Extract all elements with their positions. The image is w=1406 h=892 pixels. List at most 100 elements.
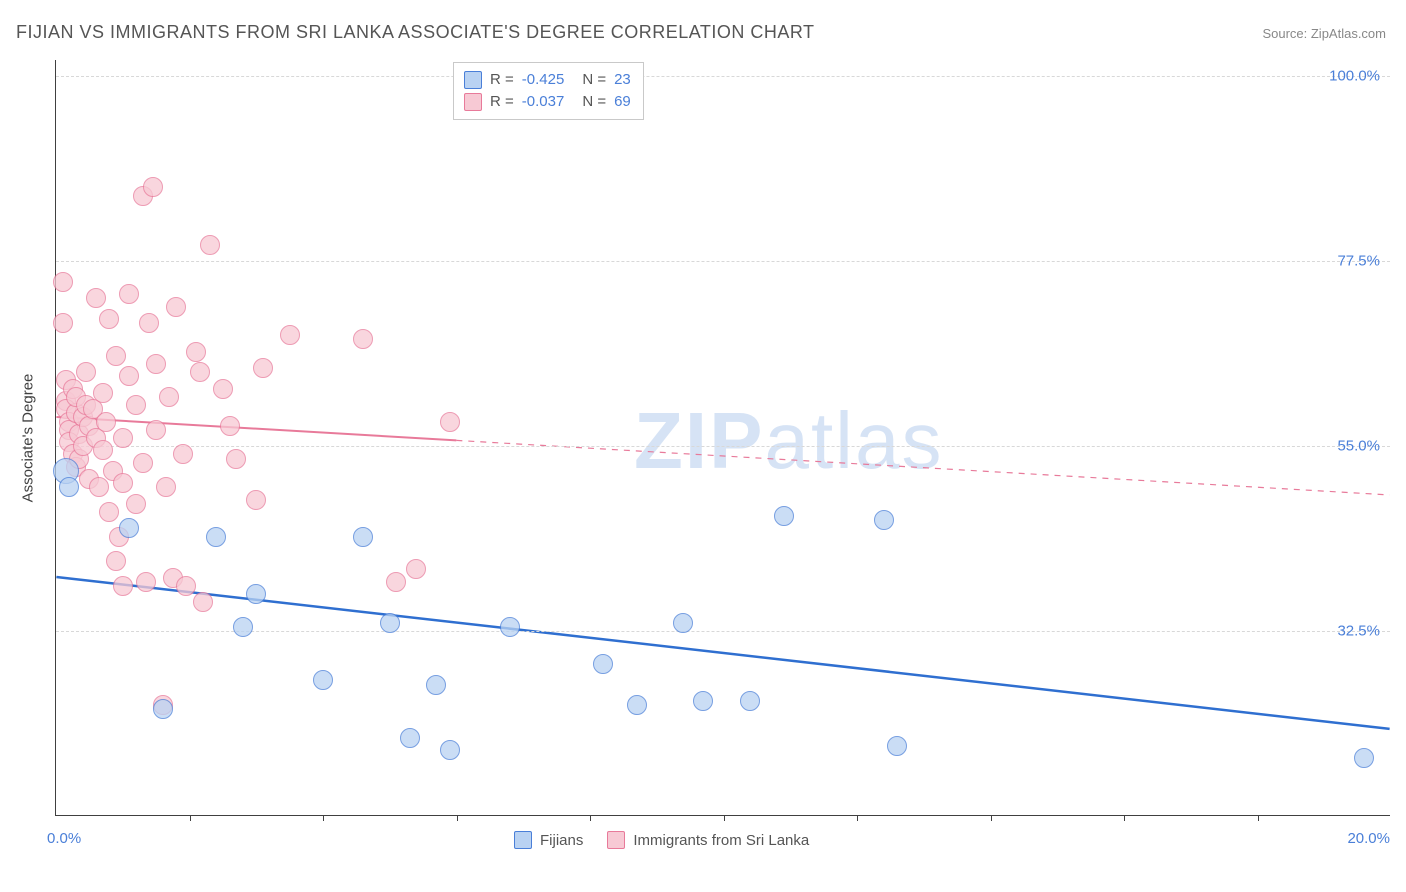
legend-item-fijians: Fijians xyxy=(514,831,583,849)
legend-series: Fijians Immigrants from Sri Lanka xyxy=(514,831,809,849)
data-point-srilanka xyxy=(159,387,179,407)
data-point-srilanka xyxy=(93,383,113,403)
data-point-srilanka xyxy=(186,342,206,362)
legend-n-value: 69 xyxy=(614,91,631,113)
y-tick-label: 77.5% xyxy=(1337,253,1380,270)
data-point-srilanka xyxy=(119,366,139,386)
x-tick xyxy=(323,815,324,821)
data-point-srilanka xyxy=(126,494,146,514)
data-point-srilanka xyxy=(76,362,96,382)
data-point-fijians xyxy=(206,527,226,547)
data-point-srilanka xyxy=(136,572,156,592)
data-point-fijians xyxy=(440,740,460,760)
data-point-srilanka xyxy=(146,420,166,440)
data-point-fijians xyxy=(593,654,613,674)
x-tick xyxy=(991,815,992,821)
y-tick-label: 55.0% xyxy=(1337,438,1380,455)
x-tick xyxy=(1258,815,1259,821)
data-point-srilanka xyxy=(143,177,163,197)
legend-correlation-box: R =-0.425N =23R =-0.037N =69 xyxy=(453,62,644,120)
legend-n-value: 23 xyxy=(614,69,631,91)
data-point-srilanka xyxy=(106,346,126,366)
data-point-srilanka xyxy=(113,473,133,493)
data-point-fijians xyxy=(774,506,794,526)
data-point-srilanka xyxy=(89,477,109,497)
gridline xyxy=(56,446,1390,447)
data-point-srilanka xyxy=(190,362,210,382)
legend-item-srilanka: Immigrants from Sri Lanka xyxy=(607,831,809,849)
data-point-srilanka xyxy=(126,395,146,415)
data-point-srilanka xyxy=(280,325,300,345)
source-prefix: Source: xyxy=(1262,26,1310,41)
gridline xyxy=(56,631,1390,632)
data-point-srilanka xyxy=(166,297,186,317)
data-point-fijians xyxy=(353,527,373,547)
data-point-fijians xyxy=(246,584,266,604)
data-point-srilanka xyxy=(113,428,133,448)
data-point-fijians xyxy=(627,695,647,715)
legend-swatch-fijians xyxy=(514,831,532,849)
data-point-srilanka xyxy=(139,313,159,333)
x-tick xyxy=(457,815,458,821)
x-tick xyxy=(590,815,591,821)
gridline xyxy=(56,76,1390,77)
data-point-srilanka xyxy=(146,354,166,374)
data-point-fijians xyxy=(119,518,139,538)
data-point-srilanka xyxy=(96,412,116,432)
data-point-srilanka xyxy=(386,572,406,592)
trendline-srilanka-extrapolated xyxy=(456,440,1389,495)
data-point-srilanka xyxy=(156,477,176,497)
data-point-fijians xyxy=(233,617,253,637)
data-point-srilanka xyxy=(133,453,153,473)
data-point-srilanka xyxy=(113,576,133,596)
data-point-fijians xyxy=(426,675,446,695)
source-name: ZipAtlas.com xyxy=(1311,26,1386,41)
x-axis-start-label: 0.0% xyxy=(47,830,81,847)
data-point-srilanka xyxy=(106,551,126,571)
legend-r-label: R = xyxy=(490,69,514,91)
data-point-fijians xyxy=(313,670,333,690)
legend-n-label: N = xyxy=(582,69,606,91)
data-point-srilanka xyxy=(253,358,273,378)
data-point-fijians xyxy=(59,477,79,497)
legend-n-label: N = xyxy=(582,91,606,113)
legend-r-value: -0.425 xyxy=(522,69,565,91)
data-point-fijians xyxy=(380,613,400,633)
data-point-srilanka xyxy=(173,444,193,464)
data-point-srilanka xyxy=(99,502,119,522)
chart-title: FIJIAN VS IMMIGRANTS FROM SRI LANKA ASSO… xyxy=(16,22,815,43)
data-point-fijians xyxy=(153,699,173,719)
data-point-srilanka xyxy=(246,490,266,510)
data-point-fijians xyxy=(740,691,760,711)
legend-r-label: R = xyxy=(490,91,514,113)
data-point-srilanka xyxy=(193,592,213,612)
data-point-srilanka xyxy=(200,235,220,255)
x-tick xyxy=(190,815,191,821)
trend-lines-svg xyxy=(56,60,1390,815)
data-point-srilanka xyxy=(353,329,373,349)
legend-stat-row-fijians: R = -0.425 N = 23 xyxy=(464,69,631,91)
data-point-srilanka xyxy=(53,313,73,333)
data-point-fijians xyxy=(874,510,894,530)
data-point-fijians xyxy=(693,691,713,711)
y-tick-label: 32.5% xyxy=(1337,623,1380,640)
x-tick xyxy=(724,815,725,821)
legend-swatch-srilanka xyxy=(464,93,482,111)
x-axis-end-label: 20.0% xyxy=(1347,830,1390,847)
data-point-srilanka xyxy=(119,284,139,304)
legend-label: Fijians xyxy=(540,832,583,849)
data-point-srilanka xyxy=(406,559,426,579)
data-point-srilanka xyxy=(53,272,73,292)
data-point-fijians xyxy=(1354,748,1374,768)
x-tick xyxy=(1124,815,1125,821)
legend-label: Immigrants from Sri Lanka xyxy=(633,832,809,849)
y-tick-label: 100.0% xyxy=(1329,68,1380,85)
data-point-srilanka xyxy=(176,576,196,596)
data-point-srilanka xyxy=(99,309,119,329)
y-axis-title: Associate's Degree xyxy=(20,374,37,503)
data-point-fijians xyxy=(673,613,693,633)
legend-stat-row-srilanka: R =-0.037N =69 xyxy=(464,91,631,113)
data-point-srilanka xyxy=(220,416,240,436)
plot-area: ZIPatlas 100.0%77.5%55.0%32.5% xyxy=(55,60,1390,816)
data-point-srilanka xyxy=(213,379,233,399)
